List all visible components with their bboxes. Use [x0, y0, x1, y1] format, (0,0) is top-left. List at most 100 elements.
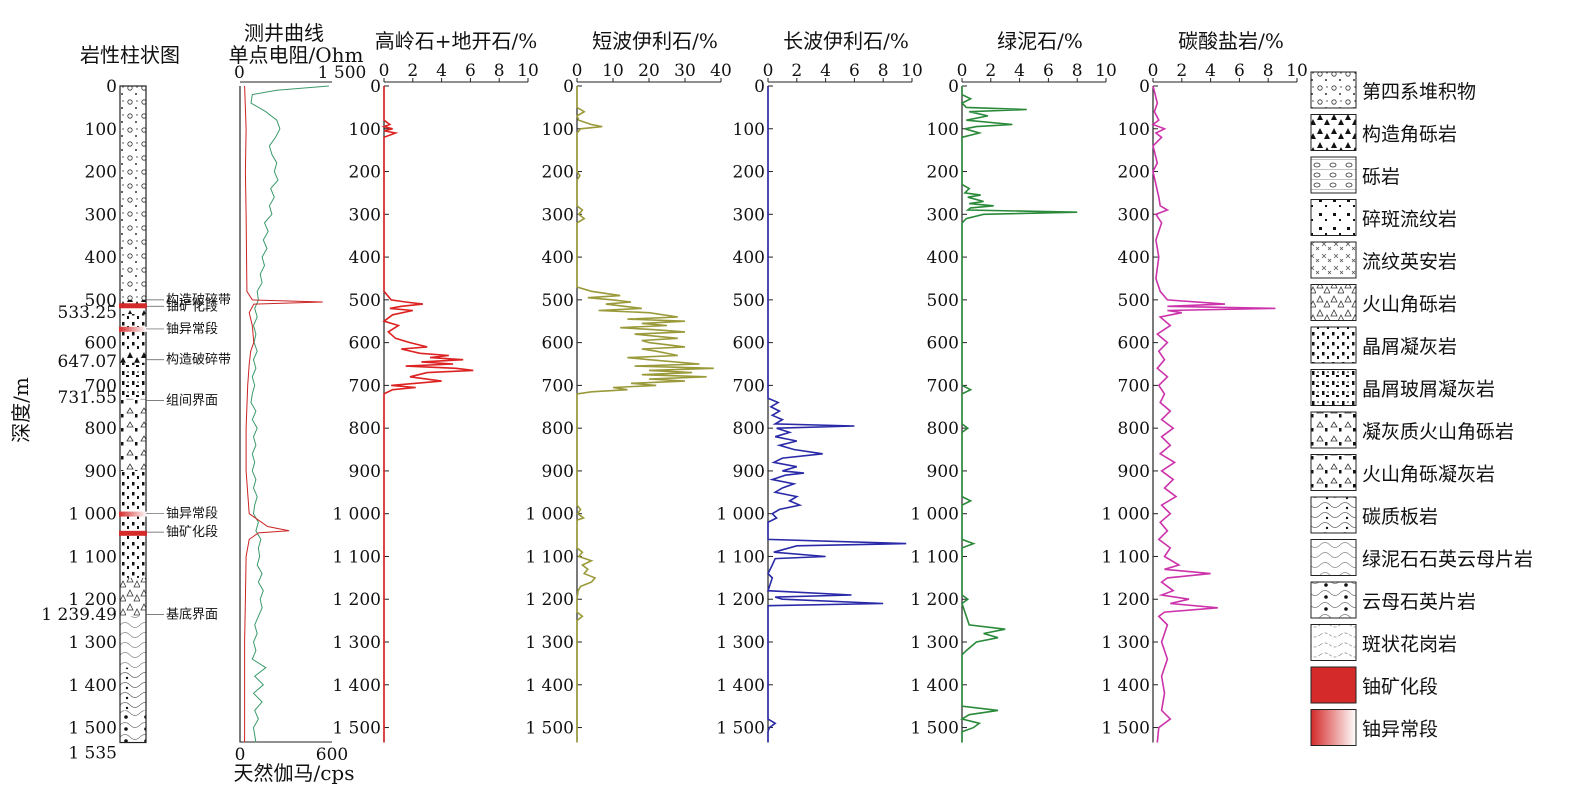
value-tick-label: 0 [572, 61, 583, 81]
legend-label: 云母石英片岩 [1362, 591, 1476, 613]
depth-tick-label: 900 [733, 462, 765, 482]
depth-tick-label: 700 [349, 376, 381, 396]
depth-tick-label: 1 200 [716, 590, 765, 610]
lithology-column-frame [119, 85, 147, 744]
depth-tick-label: 1 200 [910, 590, 959, 610]
lithology-annotation: 铀矿化段 [166, 299, 218, 314]
depth-tick-label: 600 [733, 334, 765, 354]
track-kaolinite-dickite: 高岭石+地开石/%0 2 4 6 8 10010020030040050060070080… [332, 29, 539, 743]
depth-tick-label: 1 500 [525, 719, 574, 739]
depth-tick-label: 1 300 [910, 633, 959, 653]
depth-tick-label: 1 000 [68, 505, 117, 525]
lithology-annotation: 构造破碎带 [166, 293, 231, 308]
black-triangles-pattern [1310, 114, 1357, 151]
depth-tick-label: 200 [85, 163, 117, 183]
depth-tick-label: 800 [733, 419, 765, 439]
depth-tick-label: 1 400 [716, 676, 765, 696]
depth-tick-label: 300 [349, 205, 381, 225]
depth-tick-label: 400 [733, 248, 765, 268]
triangles-dots-pattern-2 [1310, 454, 1357, 491]
red-gradient [1310, 709, 1357, 746]
depth-tick-label: 100 [542, 120, 574, 140]
solid-red [1310, 666, 1357, 704]
gamma-label: 天然伽马/cps [233, 761, 354, 785]
depth-tick-label: 0 [1139, 77, 1150, 97]
depth-tick-label: 100 [733, 120, 765, 140]
value-tick-label: 2 [407, 61, 418, 81]
value-tick-label: 6 [465, 61, 476, 81]
ovals-pattern [1310, 156, 1357, 194]
lithology-segment [120, 398, 146, 471]
depth-tick-label: 700 [85, 376, 117, 396]
gamma-curve [244, 85, 323, 743]
dots-v-pattern [1310, 369, 1357, 406]
open-triangles-pattern [1310, 284, 1357, 321]
depth-tick-label: 1 300 [332, 633, 381, 653]
legend-label: 碎斑流纹岩 [1362, 209, 1457, 231]
depth-tick-label: 200 [1118, 163, 1150, 183]
depth-tick-label: 900 [349, 462, 381, 482]
legend-label: 斑状花岗岩 [1362, 634, 1457, 656]
depth-tick-label: 400 [927, 248, 959, 268]
triangles-dots-pattern [1310, 411, 1357, 449]
value-tick-label: 2 [1176, 61, 1187, 81]
depth-tick-label: 300 [1118, 205, 1150, 225]
depth-tick-label: 400 [85, 248, 117, 268]
value-tick-label: 40 [710, 61, 732, 81]
value-tick-label: 4 [1014, 61, 1025, 81]
depth-tick-label: 300 [927, 205, 959, 225]
lithology-annotation: 铀矿化段 [166, 525, 218, 540]
depth-tick-label: 0 [370, 77, 381, 97]
legend-label: 第四系堆积物 [1362, 81, 1476, 103]
legend: 第四系堆积物构造角砾岩砾岩碎斑流纹岩流纹英安岩火山角砾岩晶屑凝灰岩晶屑玻屑凝灰岩… [1310, 71, 1533, 746]
depth-axis: 0 100 200 300 400 500 600 700 800 900 1 000 1 100 1 … [41, 77, 117, 764]
value-tick-label: 4 [820, 61, 831, 81]
depth-tick-label: 700 [733, 376, 765, 396]
lithology-segment [120, 667, 146, 711]
depth-tick-label: 1 100 [68, 547, 117, 567]
depth-tick-label: 500 [542, 291, 574, 311]
depth-boundary-label: 1 535 [68, 744, 117, 764]
value-tick-label: 0 [957, 61, 968, 81]
value-tick-label: 30 [674, 61, 696, 81]
value-tick-label: 10 [602, 61, 624, 81]
uranium-mineralized-band [119, 530, 147, 536]
depth-boundary-label: 647.07 [58, 352, 117, 372]
depth-tick-label: 1 000 [716, 505, 765, 525]
uranium-anomaly-band [119, 511, 147, 517]
depth-tick-label: 1 300 [716, 633, 765, 653]
depth-tick-label: 600 [1118, 334, 1150, 354]
lithology-annotation: 铀异常段 [166, 507, 218, 522]
resistivity-tick-label: 1 500 [318, 63, 367, 83]
crosses-pattern [1310, 241, 1357, 279]
lithology-annotation: 组间界面 [166, 393, 218, 408]
depth-tick-label: 200 [733, 163, 765, 183]
value-tick-label: 0 [379, 61, 390, 81]
depth-tick-label: 500 [1118, 291, 1150, 311]
depth-tick-label: 1 500 [1101, 719, 1150, 739]
uranium-anomaly-band [119, 326, 147, 332]
uranium-mineralized-band [119, 303, 147, 309]
depth-tick-label: 1 300 [68, 633, 117, 653]
depth-tick-label: 1 500 [68, 719, 117, 739]
track-long-wave-illite: 长波伊利石/%0 2 4 6 8 1001002003004005006007008009… [716, 29, 923, 743]
depth-tick-label: 800 [927, 419, 959, 439]
depth-tick-label: 500 [927, 291, 959, 311]
depth-tick-label: 1 400 [68, 676, 117, 696]
depth-tick-label: 700 [542, 376, 574, 396]
lithology-annotation: 铀异常段 [166, 322, 218, 337]
legend-label: 构造角砾岩 [1362, 124, 1457, 146]
value-tick-label: 10 [1286, 61, 1308, 81]
depth-tick-label: 500 [733, 291, 765, 311]
value-tick-label: 6 [1043, 61, 1054, 81]
legend-label: 火山角砾凝灰岩 [1362, 464, 1495, 486]
series-line-carbonate [1151, 85, 1276, 743]
depth-tick-label: 1 100 [525, 547, 574, 567]
gamma-tick-label: 0 [235, 745, 246, 765]
value-tick-label: 0 [1148, 61, 1159, 81]
depth-tick-label: 0 [948, 77, 959, 97]
wavy-lines-pattern [1310, 539, 1357, 576]
series-line-chlorite [959, 86, 1078, 743]
depth-tick-label: 300 [85, 205, 117, 225]
